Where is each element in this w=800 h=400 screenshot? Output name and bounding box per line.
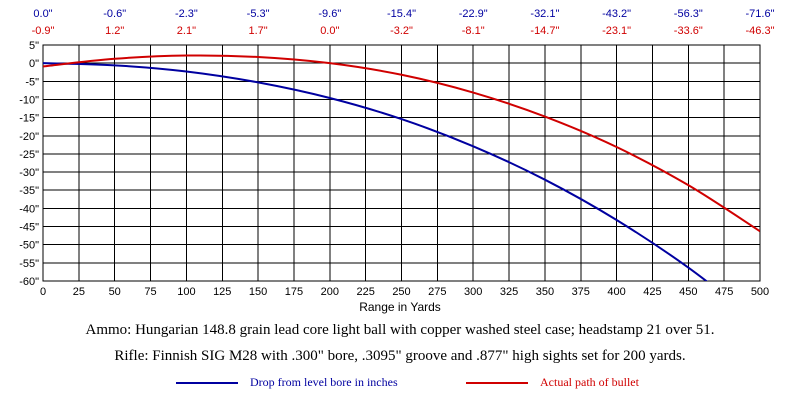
top-path-value: -0.9" xyxy=(32,25,55,37)
x-tick-label: 75 xyxy=(144,286,156,298)
top-values-row: 0.0" -0.6" -2.3" -5.3" -9.6" -15.4" -22.9" -32.… xyxy=(32,8,775,37)
y-tick-label: -10" xyxy=(19,94,39,106)
top-path-value: 2.1" xyxy=(177,25,196,37)
legend-swatch-path xyxy=(466,381,528,384)
rifle-caption: Rifle: Finnish SIG M28 with .300" bore, … xyxy=(114,348,686,364)
y-tick-label: -20" xyxy=(19,131,39,143)
y-tick-label: -35" xyxy=(19,185,39,197)
top-drop-value: -15.4" xyxy=(387,8,416,20)
legend-item-drop: Drop from level bore in inches xyxy=(176,375,398,390)
y-tick-label: -30" xyxy=(19,167,39,179)
x-tick-label: 125 xyxy=(213,286,231,298)
y-tick-label: -15" xyxy=(19,113,39,125)
ammo-caption: Ammo: Hungarian 148.8 grain lead core li… xyxy=(85,322,715,338)
x-tick-label: 150 xyxy=(249,286,267,298)
grid-lines xyxy=(42,44,761,282)
x-axis-ticks: 0 25 50 75 100 125 150 175 200 225 250 275 300 325 350… xyxy=(40,286,769,298)
top-drop-value: -32.1" xyxy=(530,8,559,20)
y-tick-label: -40" xyxy=(19,203,39,215)
top-drop-value: -2.3" xyxy=(175,8,198,20)
x-tick-label: 375 xyxy=(572,286,590,298)
legend-item-path: Actual path of bullet xyxy=(466,375,639,390)
top-drop-value: -56.3" xyxy=(674,8,703,20)
top-drop-value: -5.3" xyxy=(247,8,270,20)
y-tick-label: -55" xyxy=(19,258,39,270)
x-tick-label: 350 xyxy=(536,286,554,298)
x-tick-label: 425 xyxy=(643,286,661,298)
x-tick-label: 175 xyxy=(285,286,303,298)
x-tick-label: 225 xyxy=(356,286,374,298)
top-path-value: -3.2" xyxy=(390,25,413,37)
top-path-value: 1.7" xyxy=(248,25,267,37)
x-tick-label: 100 xyxy=(177,286,195,298)
y-tick-label: -5" xyxy=(25,76,39,88)
x-tick-label: 25 xyxy=(73,286,85,298)
y-tick-label: -45" xyxy=(19,222,39,234)
series-line-path xyxy=(43,54,760,233)
top-path-value: -8.1" xyxy=(462,25,485,37)
top-drop-value: -71.6" xyxy=(746,8,775,20)
top-path-value: 1.2" xyxy=(105,25,124,37)
y-tick-label: -50" xyxy=(19,240,39,252)
y-tick-label: -25" xyxy=(19,149,39,161)
x-tick-label: 0 xyxy=(40,286,46,298)
plot-frame xyxy=(42,44,761,282)
x-tick-label: 250 xyxy=(392,286,410,298)
x-tick-label: 475 xyxy=(715,286,733,298)
legend-label-path: Actual path of bullet xyxy=(540,375,639,389)
x-tick-label: 500 xyxy=(751,286,769,298)
series-line-drop xyxy=(43,62,708,281)
top-path-value: -23.1" xyxy=(602,25,631,37)
top-path-value: -33.6" xyxy=(674,25,703,37)
top-drop-value: 0.0" xyxy=(33,8,52,20)
top-drop-value: -9.6" xyxy=(318,8,341,20)
y-tick-label: -60" xyxy=(19,276,39,288)
y-axis-ticks: 5" 0" -5" -10" -15" -20" -25" -30" -35" -40" -45" -… xyxy=(19,40,39,288)
top-path-value: 0.0" xyxy=(320,25,339,37)
x-tick-label: 450 xyxy=(679,286,697,298)
top-path-value: -46.3" xyxy=(746,25,775,37)
legend-swatch-drop xyxy=(176,381,238,384)
x-tick-label: 300 xyxy=(464,286,482,298)
top-drop-value: -0.6" xyxy=(103,8,126,20)
top-path-value: -14.7" xyxy=(530,25,559,37)
top-drop-value: -22.9" xyxy=(459,8,488,20)
x-tick-label: 200 xyxy=(321,286,339,298)
plot-area xyxy=(43,54,760,281)
legend-label-drop: Drop from level bore in inches xyxy=(250,375,398,389)
top-drop-value: -43.2" xyxy=(602,8,631,20)
x-tick-label: 275 xyxy=(428,286,446,298)
x-axis-label: Range in Yards xyxy=(359,300,441,314)
y-tick-label: 0" xyxy=(29,58,39,70)
y-tick-label: 5" xyxy=(29,40,39,52)
x-tick-label: 400 xyxy=(607,286,625,298)
x-tick-label: 50 xyxy=(109,286,121,298)
x-tick-label: 325 xyxy=(500,286,518,298)
